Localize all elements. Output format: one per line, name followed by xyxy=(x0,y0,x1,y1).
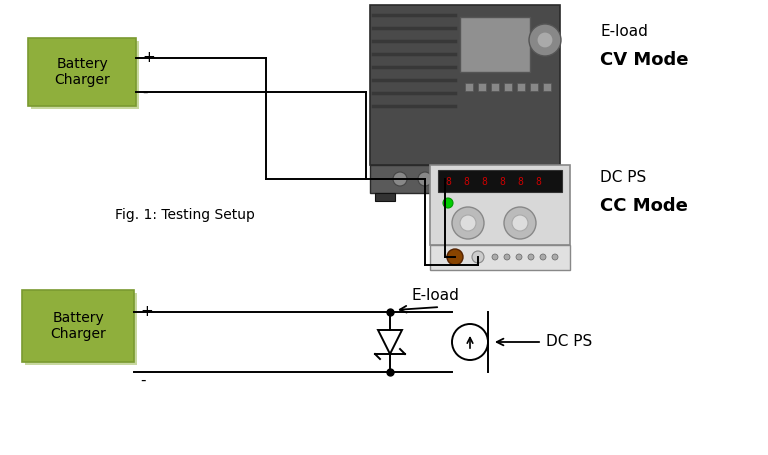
Circle shape xyxy=(529,24,561,56)
FancyBboxPatch shape xyxy=(430,245,570,270)
Circle shape xyxy=(512,215,528,231)
Circle shape xyxy=(443,198,453,208)
FancyBboxPatch shape xyxy=(465,83,473,91)
Text: 8: 8 xyxy=(535,177,541,187)
FancyBboxPatch shape xyxy=(530,83,538,91)
FancyBboxPatch shape xyxy=(478,83,486,91)
Circle shape xyxy=(460,215,476,231)
Text: CC Mode: CC Mode xyxy=(600,197,688,215)
FancyBboxPatch shape xyxy=(25,293,137,365)
Text: 8: 8 xyxy=(463,177,469,187)
FancyBboxPatch shape xyxy=(370,165,560,193)
Circle shape xyxy=(537,32,553,48)
FancyBboxPatch shape xyxy=(22,290,134,362)
FancyBboxPatch shape xyxy=(491,83,499,91)
FancyBboxPatch shape xyxy=(543,83,551,91)
Text: +: + xyxy=(140,304,153,319)
FancyBboxPatch shape xyxy=(370,5,560,165)
Circle shape xyxy=(472,251,484,263)
Text: -: - xyxy=(142,85,147,100)
Text: DC PS: DC PS xyxy=(600,171,646,186)
Text: 8: 8 xyxy=(517,177,523,187)
FancyBboxPatch shape xyxy=(460,17,530,72)
FancyBboxPatch shape xyxy=(517,83,525,91)
FancyBboxPatch shape xyxy=(438,170,562,192)
Circle shape xyxy=(463,172,477,186)
Text: CV Mode: CV Mode xyxy=(600,51,688,69)
Circle shape xyxy=(452,207,484,239)
Text: 8: 8 xyxy=(499,177,505,187)
Circle shape xyxy=(483,172,497,186)
FancyBboxPatch shape xyxy=(504,83,512,91)
FancyBboxPatch shape xyxy=(430,165,570,245)
Text: -: - xyxy=(140,373,145,388)
Circle shape xyxy=(418,172,432,186)
Circle shape xyxy=(452,324,488,360)
Circle shape xyxy=(540,254,546,260)
Circle shape xyxy=(393,172,407,186)
Text: Fig. 1: Testing Setup: Fig. 1: Testing Setup xyxy=(115,208,255,222)
Text: DC PS: DC PS xyxy=(546,334,592,349)
Text: 8: 8 xyxy=(445,177,451,187)
Circle shape xyxy=(504,207,536,239)
FancyBboxPatch shape xyxy=(31,41,139,109)
FancyBboxPatch shape xyxy=(535,193,555,201)
Text: E-load: E-load xyxy=(411,288,459,303)
Circle shape xyxy=(528,254,534,260)
Text: +: + xyxy=(142,51,154,66)
Circle shape xyxy=(552,254,558,260)
Circle shape xyxy=(438,172,452,186)
Circle shape xyxy=(447,249,463,265)
Circle shape xyxy=(516,254,522,260)
FancyBboxPatch shape xyxy=(28,38,136,106)
Text: Battery
Charger: Battery Charger xyxy=(54,57,110,87)
Circle shape xyxy=(504,254,510,260)
Text: Battery
Charger: Battery Charger xyxy=(50,311,106,341)
Text: 8: 8 xyxy=(481,177,487,187)
FancyBboxPatch shape xyxy=(375,193,395,201)
Text: E-load: E-load xyxy=(600,25,648,40)
Circle shape xyxy=(492,254,498,260)
